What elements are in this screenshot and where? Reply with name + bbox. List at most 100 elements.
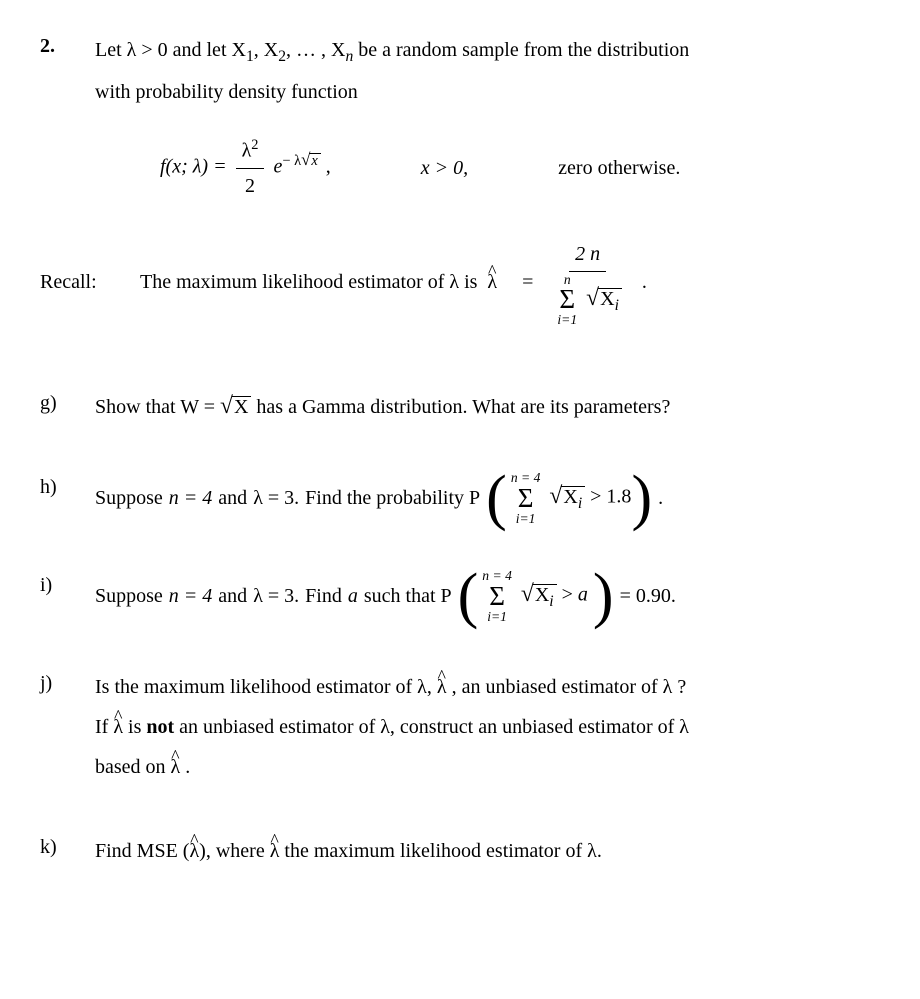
recall-pre: The maximum likelihood estimator of λ is <box>140 266 477 298</box>
i-sqrt-x: X <box>535 584 549 606</box>
j-lamhat-3: λ <box>171 747 181 787</box>
pdf-exp-sqrt-arg: x <box>309 153 320 168</box>
problem-number: 2. <box>40 30 95 62</box>
pdf-otherwise: zero otherwise. <box>558 152 680 184</box>
h-period: . <box>658 482 663 514</box>
k-mid: ), where <box>199 840 270 862</box>
part-k: k) Find MSE (λ), where λ the maximum lik… <box>40 831 880 871</box>
g-sqrt: √X <box>220 396 251 417</box>
part-j-label: j) <box>40 667 95 699</box>
j-l2-mid1: is <box>123 716 146 738</box>
pdf-exp-pre: − λ <box>282 153 301 169</box>
j-l2-mid2: an unbiased estimator of λ, construct an… <box>174 716 689 738</box>
recall-fraction: 2 n n Σ i=1 √Xi <box>547 238 628 327</box>
h-sqrt-x: X <box>563 486 577 508</box>
intro-text-1b: , X <box>254 39 278 61</box>
sigma-symbol-i: Σ <box>489 583 505 610</box>
h-lameq: λ = 3. <box>253 482 299 514</box>
problem-header: 2. Let λ > 0 and let X1, X2, … , Xn be a… <box>40 30 880 112</box>
h-sigma: n = 4 Σ i=1 <box>511 471 541 525</box>
pdf-frac-num: λ2 <box>236 134 265 169</box>
i-mid2: such that P <box>364 580 452 612</box>
i-and: and <box>218 580 247 612</box>
recall-text: The maximum likelihood estimator of λ is… <box>140 238 880 327</box>
recall-frac-num: 2 n <box>569 238 606 272</box>
h-gt: > 1.8 <box>590 486 631 508</box>
i-lameq: λ = 3. <box>253 580 299 612</box>
recall-period: . <box>642 266 647 298</box>
j-lamhat-2: λ <box>113 707 123 747</box>
j-l1-pre: Is the maximum likelihood estimator of λ… <box>95 676 437 698</box>
recall-block: Recall: The maximum likelihood estimator… <box>40 238 880 327</box>
recall-sigma-bot: i=1 <box>557 313 577 327</box>
i-mid: Find <box>305 580 342 612</box>
part-h-label: h) <box>40 471 95 503</box>
pdf-fx: f(x; λ) = <box>160 156 227 178</box>
lambda-hat: λ <box>487 266 497 298</box>
i-sqrt-sub: i <box>549 593 553 610</box>
recall-sigma: n Σ i=1 <box>557 273 577 327</box>
recall-sqrt-x: X <box>600 288 614 310</box>
g-sqrt-arg: X <box>232 396 251 417</box>
h-mid: Find the probability P <box>305 482 480 514</box>
part-k-label: k) <box>40 831 95 863</box>
pdf-lam: λ <box>242 140 252 162</box>
h-and: and <box>218 482 247 514</box>
h-rparen: ) <box>631 475 652 522</box>
h-sigma-bot: i=1 <box>516 512 536 526</box>
sigma-symbol: Σ <box>559 286 575 313</box>
j-lamhat-1: λ <box>437 667 447 707</box>
j-not: not <box>146 716 174 738</box>
intro-text-1c: , … , X <box>286 39 345 61</box>
pdf-block: f(x; λ) = λ2 2 e− λ√x , x > 0, zero othe… <box>160 134 880 202</box>
part-j: j) Is the maximum likelihood estimator o… <box>40 667 880 787</box>
h-neq: n = 4 <box>169 482 213 514</box>
i-sigma-bot: i=1 <box>487 610 507 624</box>
i-gt-a: a <box>578 584 588 606</box>
g-pre: Show that W = <box>95 396 220 418</box>
pdf-frac-den: 2 <box>239 169 261 202</box>
i-sqrt-arg: Xi <box>533 584 557 610</box>
part-i-body: Suppose n = 4 and λ = 3. Find a such tha… <box>95 569 880 623</box>
pdf-exp-sqrt: √x <box>301 153 321 168</box>
h-paren-content: n = 4 Σ i=1 √Xi > 1.8 <box>507 471 632 525</box>
i-sqrt: √Xi <box>521 584 557 610</box>
recall-sqrt-sub: i <box>615 297 619 314</box>
pdf-exponent: − λ√x <box>282 153 320 169</box>
part-k-body: Find MSE (λ), where λ the maximum likeli… <box>95 831 880 871</box>
g-post: has a Gamma distribution. What are its p… <box>256 396 670 418</box>
part-h: h) Suppose n = 4 and λ = 3. Find the pro… <box>40 471 880 525</box>
i-lparen: ( <box>458 573 479 620</box>
pdf-cond: x > 0, <box>421 152 468 184</box>
i-paren-content: n = 4 Σ i=1 √Xi > a <box>478 569 593 623</box>
part-g-body: Show that W = √X has a Gamma distributio… <box>95 387 880 427</box>
k-post: the maximum likelihood estimator of λ. <box>279 840 601 862</box>
part-i: i) Suppose n = 4 and λ = 3. Find a such … <box>40 569 880 623</box>
sub-2: 2 <box>278 48 286 65</box>
intro-text-2: with probability density function <box>95 81 358 103</box>
i-pre: Suppose <box>95 580 163 612</box>
part-j-body: Is the maximum likelihood estimator of λ… <box>95 667 880 787</box>
k-lamhat-2: λ <box>270 831 280 871</box>
sub-1: 1 <box>246 48 254 65</box>
recall-sqrt-arg: Xi <box>598 288 622 314</box>
j-l2-pre: If <box>95 716 113 738</box>
pdf-comma: , <box>326 156 331 178</box>
j-l1-post: , an unbiased estimator of λ ? <box>447 676 687 698</box>
part-i-label: i) <box>40 569 95 601</box>
recall-frac-den: n Σ i=1 √Xi <box>547 272 628 327</box>
k-lamhat-1: λ <box>189 831 199 871</box>
recall-sqrt: √Xi <box>586 288 622 314</box>
h-lparen: ( <box>486 475 507 522</box>
i-paren: ( n = 4 Σ i=1 √Xi > a ) <box>458 569 614 623</box>
j-l3-post: . <box>180 756 190 778</box>
i-sigma: n = 4 Σ i=1 <box>482 569 512 623</box>
pdf-lam-exp: 2 <box>251 137 258 153</box>
part-h-body: Suppose n = 4 and λ = 3. Find the probab… <box>95 471 880 525</box>
i-a: a <box>348 580 358 612</box>
recall-eq: = <box>522 266 533 298</box>
part-g-label: g) <box>40 387 95 419</box>
i-rparen: ) <box>593 573 614 620</box>
j-l3-pre: based on <box>95 756 171 778</box>
k-pre: Find MSE ( <box>95 840 189 862</box>
